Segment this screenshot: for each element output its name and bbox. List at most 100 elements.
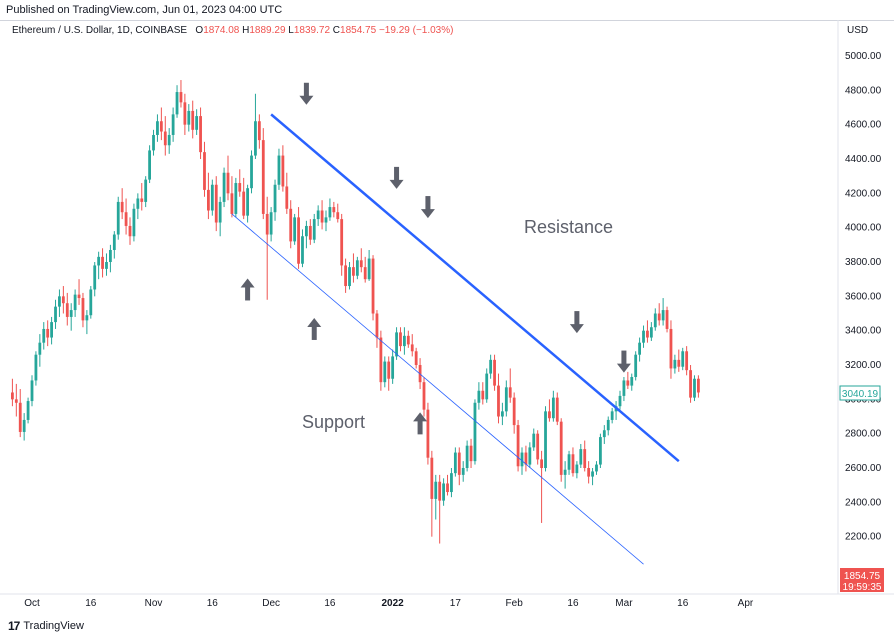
x-tick-label: Oct (24, 598, 40, 609)
candle-body (457, 452, 461, 475)
candle-body (559, 421, 563, 475)
candle (305, 220, 308, 249)
candle-body (359, 260, 363, 268)
candle (442, 478, 445, 506)
candle (453, 447, 457, 477)
candle-body (453, 452, 457, 474)
candle-body (167, 134, 171, 146)
candle-body (555, 397, 559, 422)
candle (11, 378, 14, 407)
candle (242, 177, 246, 220)
candle-body (285, 186, 289, 209)
candle-body (363, 267, 367, 280)
candle (602, 425, 606, 444)
candle (277, 148, 281, 190)
candle-body (26, 401, 30, 420)
candle-body (328, 207, 332, 218)
candle-body (469, 445, 473, 462)
candle (77, 279, 81, 305)
candle-body (630, 377, 634, 386)
candle-body (551, 397, 555, 419)
candle (446, 474, 449, 496)
candle (222, 167, 226, 208)
candle (34, 351, 38, 386)
candle (207, 172, 210, 220)
resistance-line[interactable] (270, 113, 680, 463)
candle-body (50, 322, 53, 338)
candle-body (367, 258, 371, 280)
y-tick-label: 5000.00 (845, 51, 882, 62)
candle (261, 128, 265, 220)
candle-body (626, 380, 630, 386)
candle (485, 368, 489, 403)
x-tick-label: Apr (738, 598, 754, 609)
candle-body (246, 188, 249, 216)
candle (238, 169, 242, 197)
candle-body (473, 402, 477, 462)
candle (344, 258, 347, 293)
candle-body (312, 219, 316, 240)
y-tick-label: 2400.00 (845, 497, 882, 508)
candle-body (269, 212, 273, 235)
last-price-value: 3040.19 (842, 389, 879, 400)
x-tick-label: Feb (506, 598, 524, 609)
candle (461, 461, 465, 482)
candle-body (426, 409, 430, 458)
candle-body (73, 294, 77, 311)
x-tick-label: 16 (207, 598, 219, 609)
candle-body (422, 382, 426, 410)
candle (563, 461, 567, 489)
candle-body (638, 342, 641, 355)
candle-body (316, 210, 320, 220)
y-tick-label: 4000.00 (845, 223, 882, 234)
candle-body (132, 208, 136, 237)
y-tick-label: 4400.00 (845, 154, 882, 165)
support-line[interactable] (231, 213, 644, 565)
candle (144, 176, 148, 208)
candle (473, 399, 477, 465)
candle (336, 203, 340, 223)
candle (634, 351, 638, 381)
candle (489, 354, 493, 379)
candle (58, 289, 61, 317)
candle-body (97, 256, 101, 266)
candle-body (622, 380, 626, 396)
candle (591, 468, 594, 486)
candle-body (336, 212, 340, 220)
candle-body (649, 327, 653, 338)
candle (355, 256, 359, 280)
candle (618, 390, 622, 410)
candle (312, 213, 316, 244)
candle-body (11, 392, 14, 400)
y-tick-label: 2200.00 (845, 532, 882, 543)
down-arrow-icon (420, 196, 435, 219)
candle-body (450, 473, 453, 493)
candle (481, 382, 485, 405)
candle-body (355, 260, 359, 276)
candle (159, 107, 163, 141)
candle-body (461, 468, 465, 475)
candle (214, 176, 218, 232)
x-tick-label: Dec (262, 598, 280, 609)
close-label: C (332, 25, 341, 36)
candle (140, 183, 144, 211)
candle (497, 373, 500, 424)
y-tick-label: 2600.00 (845, 463, 882, 474)
candle-body (403, 335, 406, 347)
candle-body (524, 452, 528, 465)
candle (438, 474, 442, 544)
candle-body (171, 114, 175, 135)
candle-body (140, 198, 144, 202)
candle-body (265, 213, 269, 235)
y-tick-label: 4600.00 (845, 120, 882, 131)
open-label: O (195, 25, 204, 36)
candle-body (179, 92, 183, 103)
candle (324, 210, 328, 232)
candle (646, 320, 649, 343)
candle (128, 217, 132, 245)
footer-brand: 17 TradingView (8, 619, 84, 633)
candle-body (289, 208, 293, 242)
candle (348, 262, 351, 290)
candle-body (46, 328, 50, 338)
